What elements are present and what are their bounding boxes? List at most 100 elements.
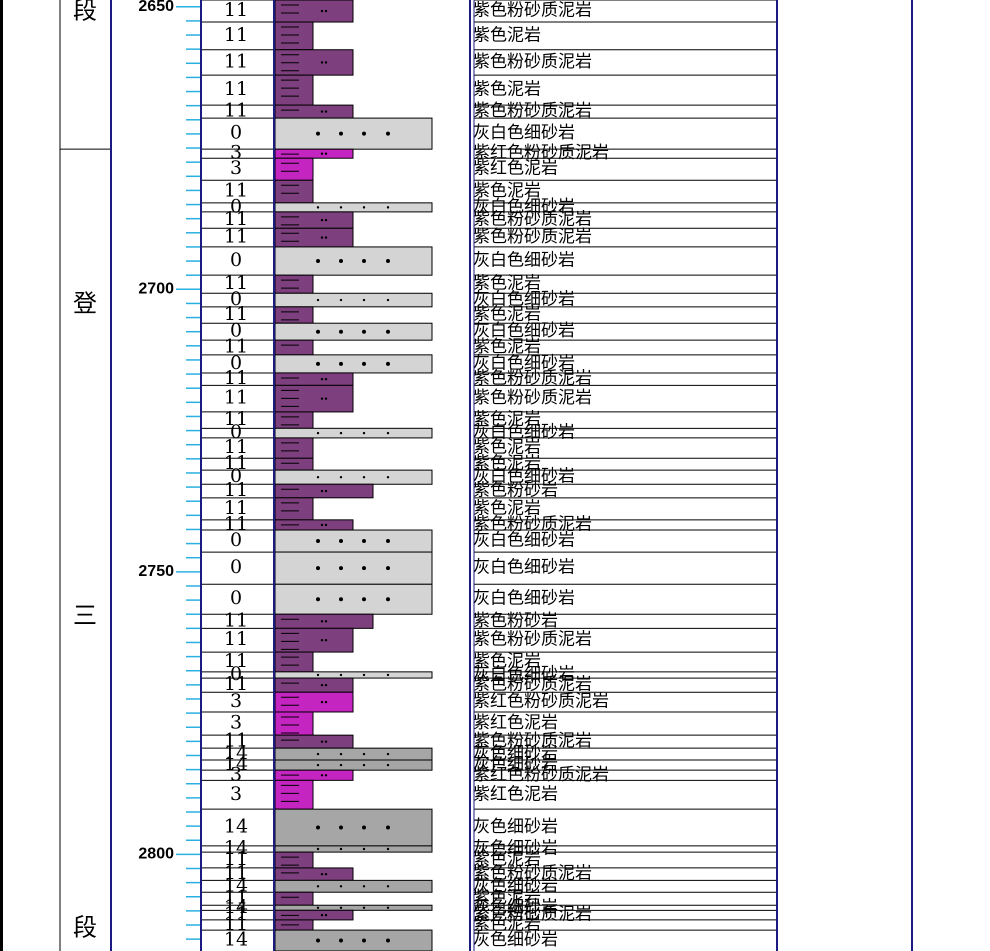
sand-dot (339, 885, 343, 888)
sand-dot (316, 259, 320, 264)
sand-dot (316, 206, 320, 209)
lithology-label: 紫色粉砂质泥岩 (473, 1, 592, 21)
lithology-bar (274, 104, 354, 119)
layer-code: 11 (224, 730, 248, 752)
sand-dot (339, 566, 343, 571)
sand-dot (320, 218, 324, 222)
lithology-label: 紫色粉砂质泥岩 (473, 675, 592, 695)
sand-dot (320, 683, 324, 687)
sand-dot (324, 683, 328, 687)
layer-code: 3 (230, 157, 242, 179)
lithology-bar (274, 747, 433, 761)
lithology-label: 紫色粉砂质泥岩 (473, 369, 592, 389)
sand-dot (386, 431, 390, 435)
lithology-label: 灰色细砂岩 (473, 744, 558, 764)
sand-dot (386, 361, 390, 366)
lithology-label: 灰白色细砂岩 (473, 321, 575, 341)
sand-dot (339, 597, 343, 602)
depth-label: 2650 (138, 0, 174, 15)
layer-code: 11 (224, 24, 248, 46)
sand-dot (316, 597, 320, 602)
lithology-label: 灰色细砂岩 (473, 876, 558, 896)
lithology-bar (274, 74, 314, 106)
lithology-label: 灰白色细砂岩 (473, 290, 575, 310)
lithology-label: 紫色粉砂质泥岩 (473, 227, 592, 247)
layer-code: 11 (224, 50, 248, 72)
lithology-label: 紫色泥岩 (473, 454, 541, 474)
layer-code: 0 (230, 352, 242, 374)
sand-dot (386, 131, 390, 136)
sand-dot (316, 752, 320, 756)
layer-code: 11 (224, 303, 248, 325)
lithology-bar (274, 929, 433, 951)
lithology-bar (274, 711, 314, 736)
lithology-bar (274, 879, 433, 893)
sand-dot (320, 872, 324, 876)
sand-dot (339, 431, 343, 435)
sand-dot (362, 825, 366, 830)
sand-dot (386, 673, 390, 677)
lithology-bar (274, 529, 433, 553)
sand-dot (362, 206, 366, 209)
layer-code: 0 (230, 320, 242, 342)
lithology-bar (274, 179, 314, 204)
sand-dot (320, 9, 324, 13)
sand-dot (316, 673, 320, 677)
sand-dot (316, 475, 320, 479)
lithology-label: 灰色细砂岩 (473, 839, 558, 859)
sand-dot (324, 700, 328, 704)
sand-dot (362, 906, 366, 909)
lithology-label: 紫色粉砂质泥岩 (473, 101, 592, 121)
sand-dot (386, 847, 390, 851)
sand-dot (339, 825, 343, 830)
formation-name: 段 (73, 914, 97, 942)
layer-code: 11 (224, 609, 248, 631)
lithology-label: 灰色细砂岩 (473, 755, 558, 775)
layer-code: 11 (224, 100, 248, 122)
layer-code: 11 (224, 336, 248, 358)
sand-dot (339, 752, 343, 756)
sand-dot (362, 938, 366, 943)
sand-dot (320, 397, 324, 400)
sand-dot (362, 361, 366, 366)
sand-dot (386, 259, 390, 264)
lithology-label: 灰白色细砂岩 (473, 531, 575, 551)
sand-dot (316, 885, 320, 888)
lithology-label: 紫色泥岩 (473, 181, 541, 201)
sand-dot (339, 361, 343, 366)
sand-dot (386, 752, 390, 756)
sand-dot (316, 938, 320, 943)
sand-dot (362, 329, 366, 334)
lithology-label: 紫色泥岩 (473, 80, 541, 100)
sand-dot (316, 763, 320, 767)
formation-name: 三 (73, 602, 97, 630)
lithology-bar (274, 21, 314, 51)
sand-dot (320, 913, 324, 917)
layer-code: 0 (230, 587, 242, 609)
sand-dot (316, 906, 320, 909)
lithology-label: 紫色泥岩 (473, 888, 541, 908)
lithology-label: 灰白色细砂岩 (473, 589, 575, 609)
layer-code: 0 (230, 288, 242, 310)
lithology-bar (274, 613, 374, 629)
sand-dot (362, 566, 366, 571)
sand-dot (386, 825, 390, 830)
lithology-bar (274, 117, 433, 150)
layer-code: 14 (224, 929, 248, 951)
lithology-bar (274, 497, 314, 521)
layer-code: 11 (224, 272, 248, 294)
lithology-bar (274, 211, 354, 229)
lithology-bar (274, 677, 354, 693)
sand-dot (324, 152, 328, 155)
sand-dot (316, 847, 320, 851)
sand-dot (362, 259, 366, 264)
sand-dot (362, 885, 366, 888)
sand-dot (324, 110, 328, 113)
layer-code: 11 (224, 180, 248, 202)
lithology-label: 紫色粉砂质泥岩 (473, 731, 592, 751)
lithology-bar (274, 372, 354, 386)
lithology-label: 紫色泥岩 (473, 305, 541, 325)
lithology-bar (274, 671, 433, 679)
formation-name: 登 (73, 290, 97, 318)
sand-dot (386, 597, 390, 602)
